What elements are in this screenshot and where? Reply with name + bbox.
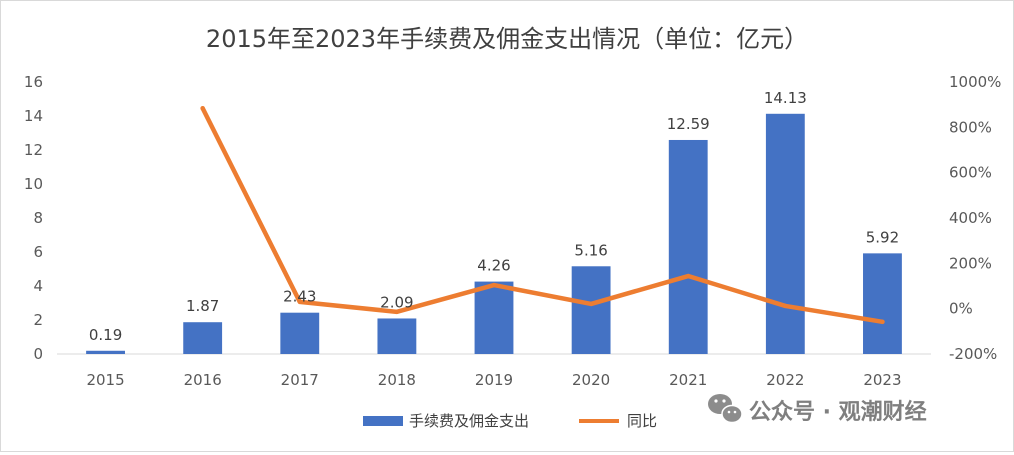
y-tick-label: 2: [33, 311, 43, 329]
bar: [86, 350, 125, 354]
x-tick-label: 2022: [766, 371, 804, 389]
line-point: [880, 319, 885, 325]
line-point: [491, 282, 497, 288]
line-point: [783, 303, 788, 309]
bar-data-label: 1.87: [186, 297, 219, 315]
y2-tick-label: 200%: [949, 254, 992, 272]
x-tick-label: 2018: [378, 371, 416, 389]
bar-data-label: 14.13: [764, 89, 807, 107]
y-tick-label: 6: [33, 243, 43, 261]
bar-series: [86, 113, 902, 354]
x-tick-label: 2021: [669, 371, 707, 389]
bar: [474, 281, 514, 354]
legend: 手续费及佣金支出 同比: [363, 412, 657, 430]
line-point: [686, 273, 691, 279]
x-tick-label: 2023: [863, 371, 901, 389]
left-axis: 0 2 4 6 8 10 12 14 16: [24, 73, 43, 363]
x-tick-label: 2016: [184, 371, 222, 389]
x-tick-label: 2017: [281, 371, 319, 389]
yoy-line: [200, 106, 885, 325]
legend-swatch-bar: [363, 416, 403, 426]
y-tick-label: 12: [24, 141, 43, 159]
line-point: [297, 299, 302, 305]
right-axis: -200% 0% 200% 400% 600% 800% 1000%: [949, 73, 1001, 363]
y2-tick-label: 0%: [949, 300, 973, 318]
line-point: [588, 301, 594, 307]
bar-data-label: 2.43: [283, 288, 316, 306]
bar-data-label: 2.09: [380, 293, 413, 311]
x-tick-label: 2015: [86, 371, 124, 389]
bar: [571, 266, 611, 354]
y-tick-label: 8: [33, 209, 43, 227]
legend-label-bar: 手续费及佣金支出: [409, 412, 529, 430]
y-tick-label: 4: [33, 277, 43, 295]
x-tick-label: 2019: [475, 371, 513, 389]
y-tick-label: 0: [33, 345, 43, 363]
y2-tick-label: 1000%: [949, 73, 1001, 91]
y2-tick-label: 600%: [949, 164, 992, 182]
data-labels: 0.19 1.87 2.43 2.09 4.26 5.16 12.59 14.13 5.92: [89, 89, 899, 344]
bar: [668, 139, 708, 354]
legend-label-line: 同比: [627, 412, 657, 430]
bar: [863, 253, 902, 354]
line-series: [200, 106, 885, 325]
y-tick-label: 16: [24, 73, 43, 91]
bar: [280, 312, 320, 354]
bar: [765, 113, 805, 354]
bar-data-label: 5.16: [574, 241, 607, 259]
bar-data-label: 12.59: [667, 115, 710, 133]
bar-data-label: 0.19: [89, 326, 122, 344]
y-tick-label: 10: [24, 175, 43, 193]
bar-data-label: 4.26: [477, 257, 510, 275]
watermark-text: 公众号 · 观潮财经: [749, 399, 927, 425]
y-tick-label: 14: [24, 107, 43, 125]
bar: [183, 322, 223, 354]
line-point: [200, 106, 205, 111]
y2-tick-label: 800%: [949, 118, 992, 136]
bar-data-label: 5.92: [866, 228, 899, 246]
line-point: [394, 309, 400, 315]
y2-tick-label: -200%: [949, 345, 997, 363]
wechat-icon: [708, 394, 743, 424]
y2-tick-label: 400%: [949, 209, 992, 227]
x-axis: 2015 2016 2017 2018 2019 2020 2021 2022 2023: [86, 371, 901, 389]
x-tick-label: 2020: [572, 371, 610, 389]
bar: [377, 318, 417, 354]
chart-title: 2015年至2023年手续费及佣金支出情况（单位：亿元）: [206, 25, 808, 53]
watermark: 公众号 · 观潮财经: [708, 394, 927, 425]
